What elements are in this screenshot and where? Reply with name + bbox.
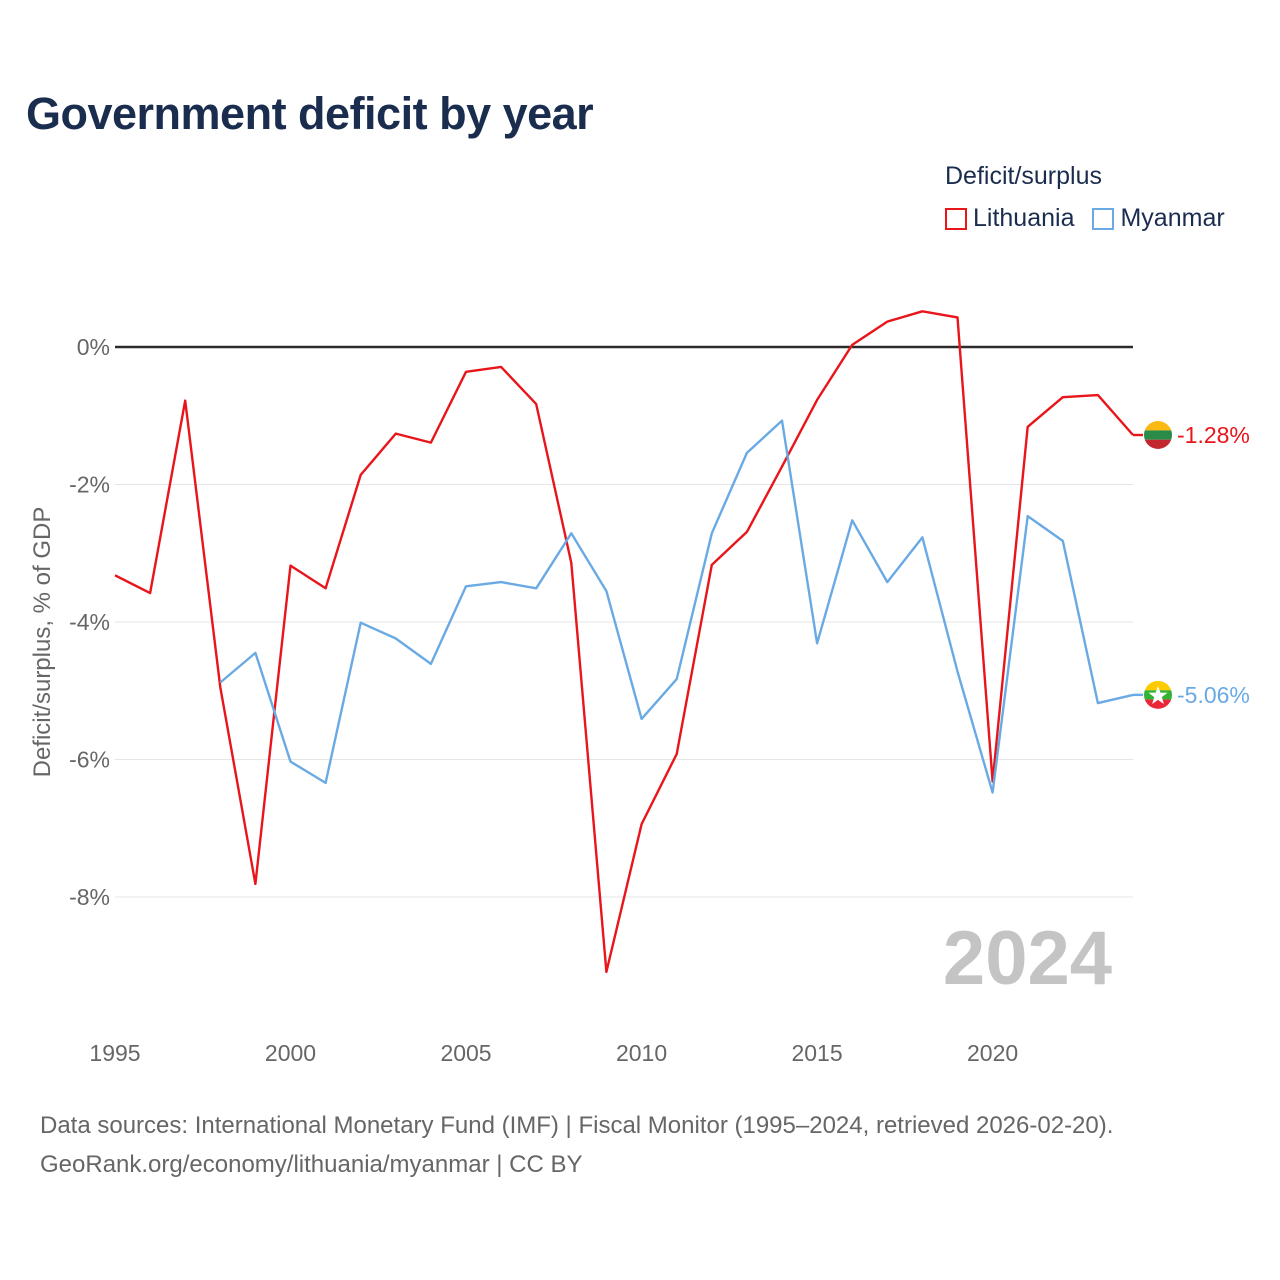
legend-item-lithuania[interactable]: Lithuania [945, 204, 1074, 233]
series-line-lithuania [114, 310, 1134, 974]
x-tick-label: 2010 [616, 1040, 667, 1066]
year-watermark: 2024 [943, 916, 1112, 1001]
x-tick-label: 2005 [440, 1040, 491, 1066]
footer: Data sources: International Monetary Fun… [40, 1106, 1113, 1184]
x-tick-label: 2000 [265, 1040, 316, 1066]
line-chart: 0% -2% -4% -6% -8% 1995 2000 2005 2010 2015 2020 De… [29, 310, 1250, 1066]
legend-title: Deficit/surplus [945, 162, 1102, 190]
legend: Lithuania Myanmar [945, 204, 1225, 233]
series-line-myanmar [219, 419, 1134, 794]
legend-label-myanmar: Myanmar [1120, 204, 1225, 232]
chart-title: Government deficit by year [26, 88, 594, 139]
myanmar-flag-icon [1144, 680, 1172, 709]
footer-sources: Data sources: International Monetary Fun… [40, 1112, 1114, 1139]
y-tick-label: -6% [69, 747, 110, 773]
x-tick-label: 1995 [89, 1040, 140, 1066]
end-value-label-myanmar: -5.06% [1177, 682, 1250, 708]
legend-item-myanmar[interactable]: Myanmar [1092, 204, 1225, 233]
legend-swatch-lithuania [945, 207, 967, 230]
x-tick-label: 2020 [967, 1040, 1018, 1066]
footer-attribution[interactable]: GeoRank.org/economy/lithuania/myanmar | … [40, 1151, 583, 1178]
x-tick-label: 2015 [791, 1040, 842, 1066]
y-axis-label: Deficit/surplus, % of GDP [29, 507, 56, 778]
legend-swatch-myanmar [1092, 207, 1115, 230]
y-tick-label: 0% [77, 334, 110, 360]
end-value-label-lithuania: -1.28% [1177, 422, 1250, 448]
lithuania-flag-icon [1144, 421, 1172, 449]
legend-label-lithuania: Lithuania [973, 204, 1075, 232]
y-tick-label: -2% [69, 472, 110, 498]
y-tick-label: -4% [69, 609, 110, 635]
y-tick-label: -8% [69, 884, 110, 910]
